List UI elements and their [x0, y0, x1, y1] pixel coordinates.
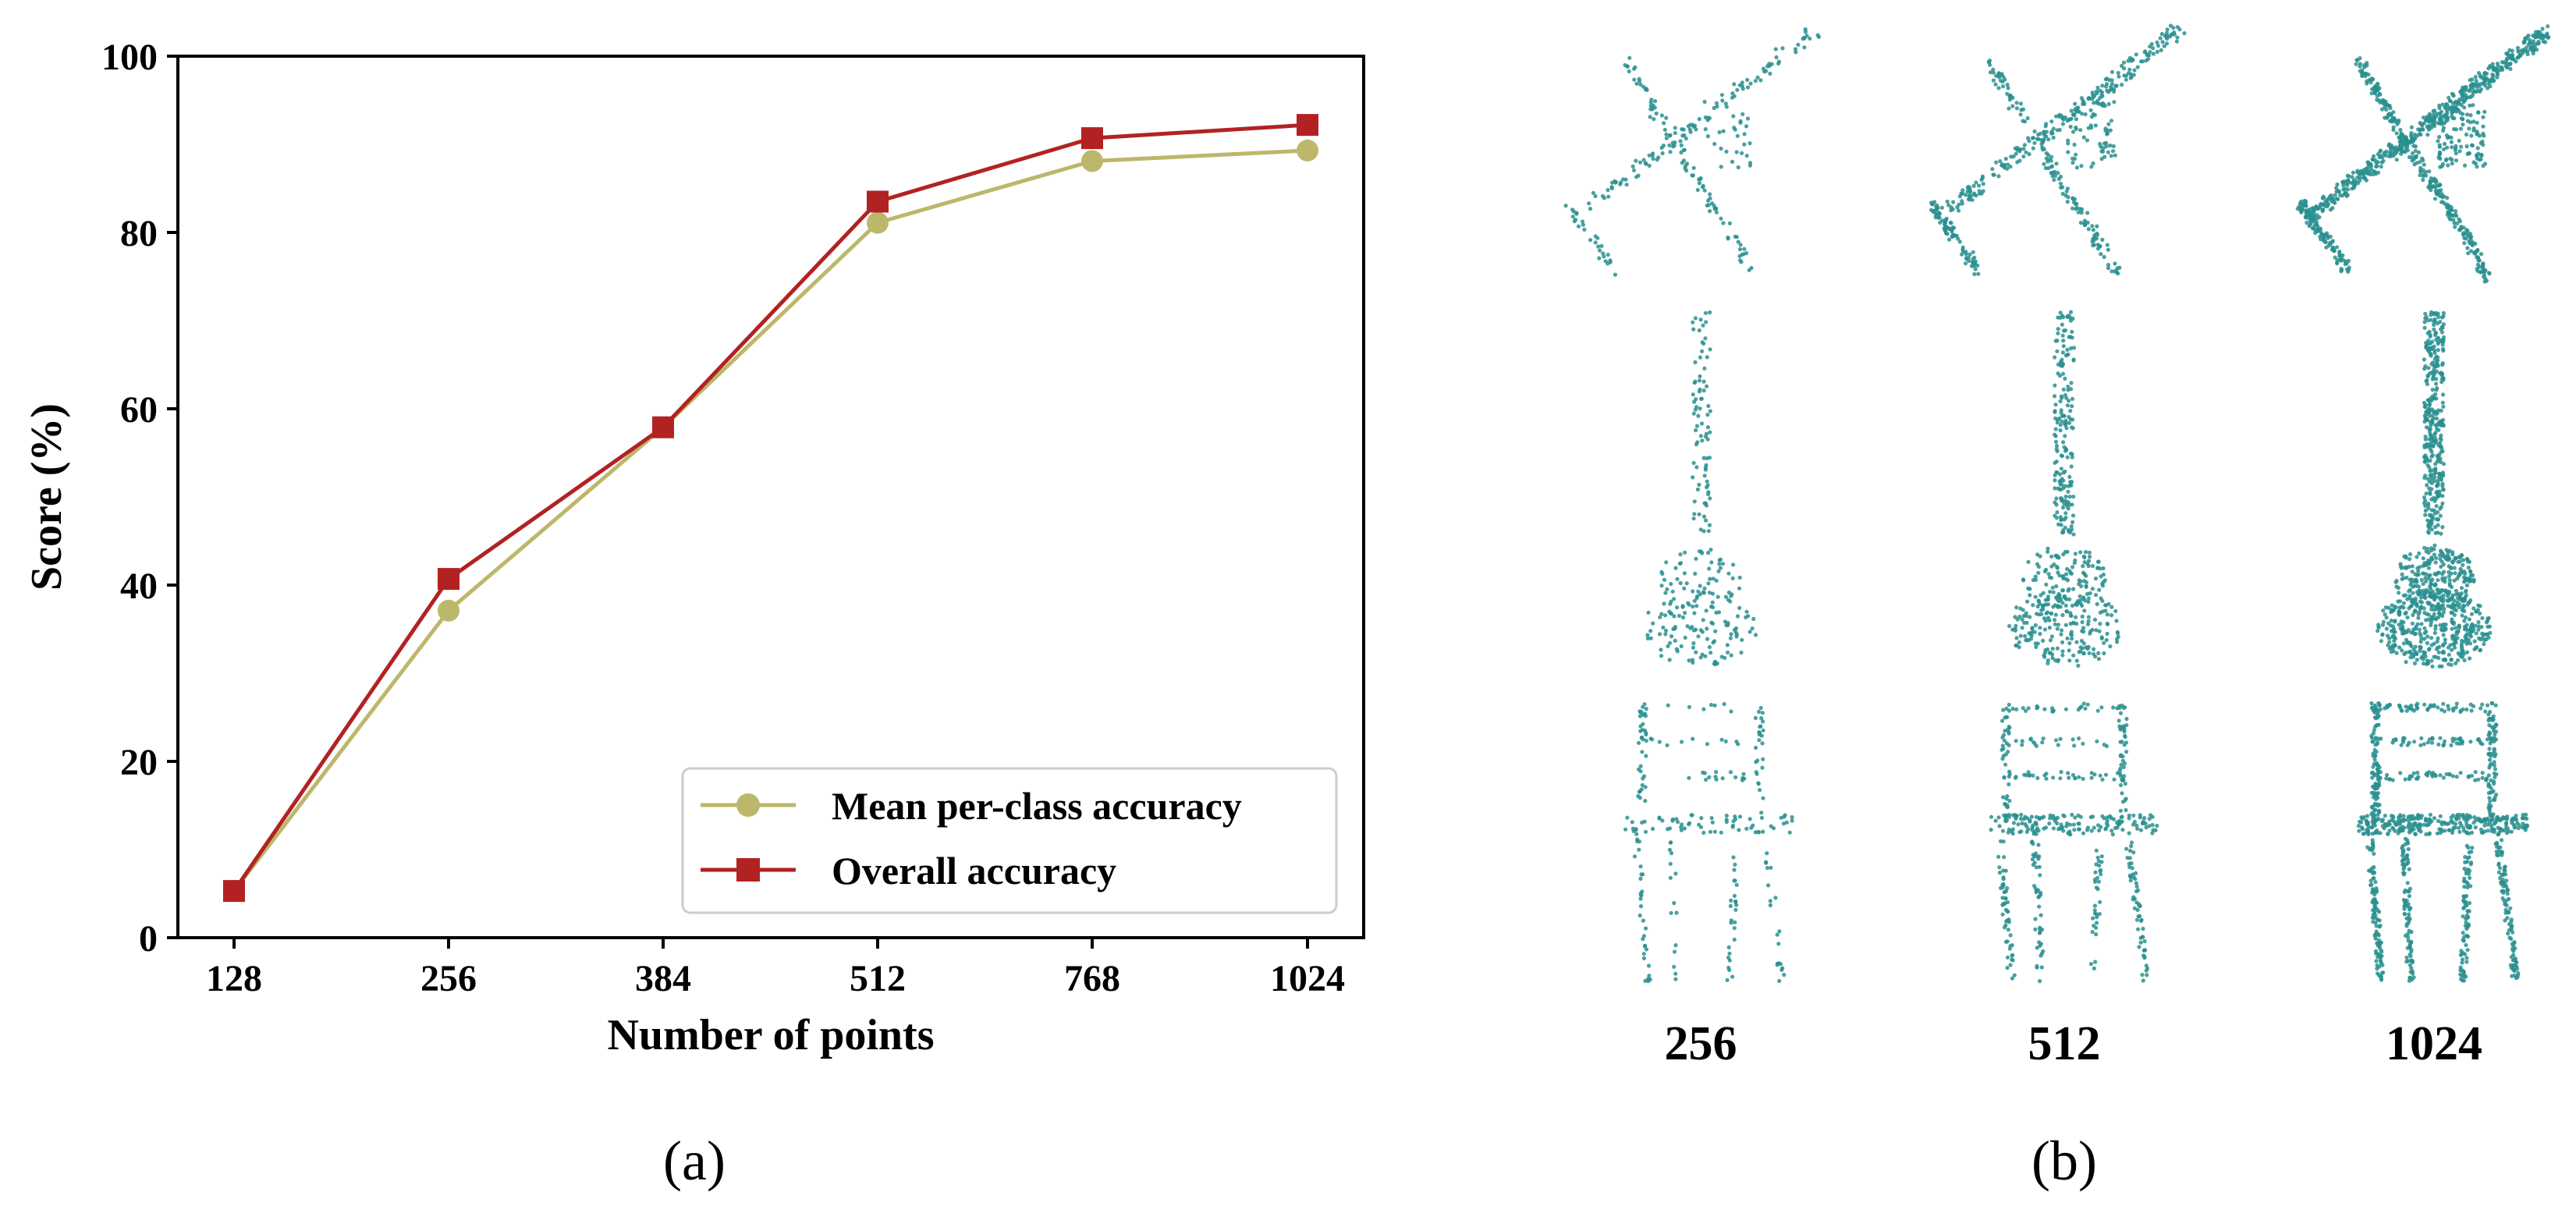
point-cloud-grid: [1564, 23, 2551, 983]
data-point-overall: [867, 190, 889, 212]
y-tick-label: 20: [120, 742, 158, 783]
point-cloud-guitar-1024: [2376, 310, 2492, 669]
point-cloud-guitar-256: [1645, 310, 1758, 666]
x-axis-title: Number of points: [607, 1011, 934, 1059]
x-tick-label: 512: [850, 958, 906, 999]
legend-label-overall: Overall accuracy: [832, 849, 1116, 892]
y-axis-title: Score (%): [23, 403, 71, 591]
data-point-mean: [867, 212, 889, 234]
y-tick-label: 60: [120, 389, 158, 431]
point-count-label: 256: [1665, 1017, 1737, 1070]
point-count-labels: 256 512 1024: [1665, 1017, 2483, 1070]
x-axis-ticks: 128 256 384 512 768 1024: [206, 938, 1345, 999]
data-point-overall: [1081, 127, 1103, 149]
panel-b-label: (b): [2031, 1130, 2097, 1192]
point-cloud-chair-256: [1623, 702, 1794, 983]
y-tick-label: 80: [120, 213, 158, 254]
point-cloud-airplane-256: [1564, 27, 1821, 277]
x-tick-label: 128: [206, 958, 262, 999]
y-tick-label: 100: [101, 37, 158, 78]
x-tick-label: 768: [1064, 958, 1120, 999]
line-chart: 0 20 40 60 80 100 128 256 384 512 768 1024 Number …: [23, 37, 1364, 1192]
y-axis-ticks: 0 20 40 60 80 100: [101, 37, 178, 960]
point-cloud-airplane-512: [1929, 23, 2187, 276]
data-point-mean: [438, 600, 459, 622]
data-point-overall: [438, 568, 459, 590]
legend-marker-overall: [736, 858, 760, 882]
panel-a-label: (a): [663, 1130, 726, 1192]
data-point-overall: [1297, 114, 1318, 136]
y-tick-label: 40: [120, 566, 158, 607]
x-tick-label: 1024: [1270, 958, 1345, 999]
point-count-label: 512: [2028, 1017, 2101, 1070]
data-point-mean: [1297, 140, 1318, 161]
point-cloud-chair-1024: [2357, 701, 2529, 983]
data-point-overall: [223, 880, 245, 902]
legend-marker-mean: [736, 793, 760, 817]
data-point-overall: [652, 417, 674, 438]
data-point-mean: [1081, 150, 1103, 172]
legend: Mean per-class accuracy Overall accuracy: [683, 768, 1336, 913]
legend-label-mean: Mean per-class accuracy: [832, 784, 1242, 828]
y-tick-label: 0: [139, 918, 158, 960]
point-cloud-chair-512: [1989, 701, 2159, 983]
point-count-label: 1024: [2386, 1017, 2482, 1070]
x-tick-label: 384: [635, 958, 691, 999]
x-tick-label: 256: [420, 958, 477, 999]
point-cloud-guitar-512: [2007, 310, 2120, 668]
point-cloud-airplane-1024: [2296, 24, 2551, 283]
